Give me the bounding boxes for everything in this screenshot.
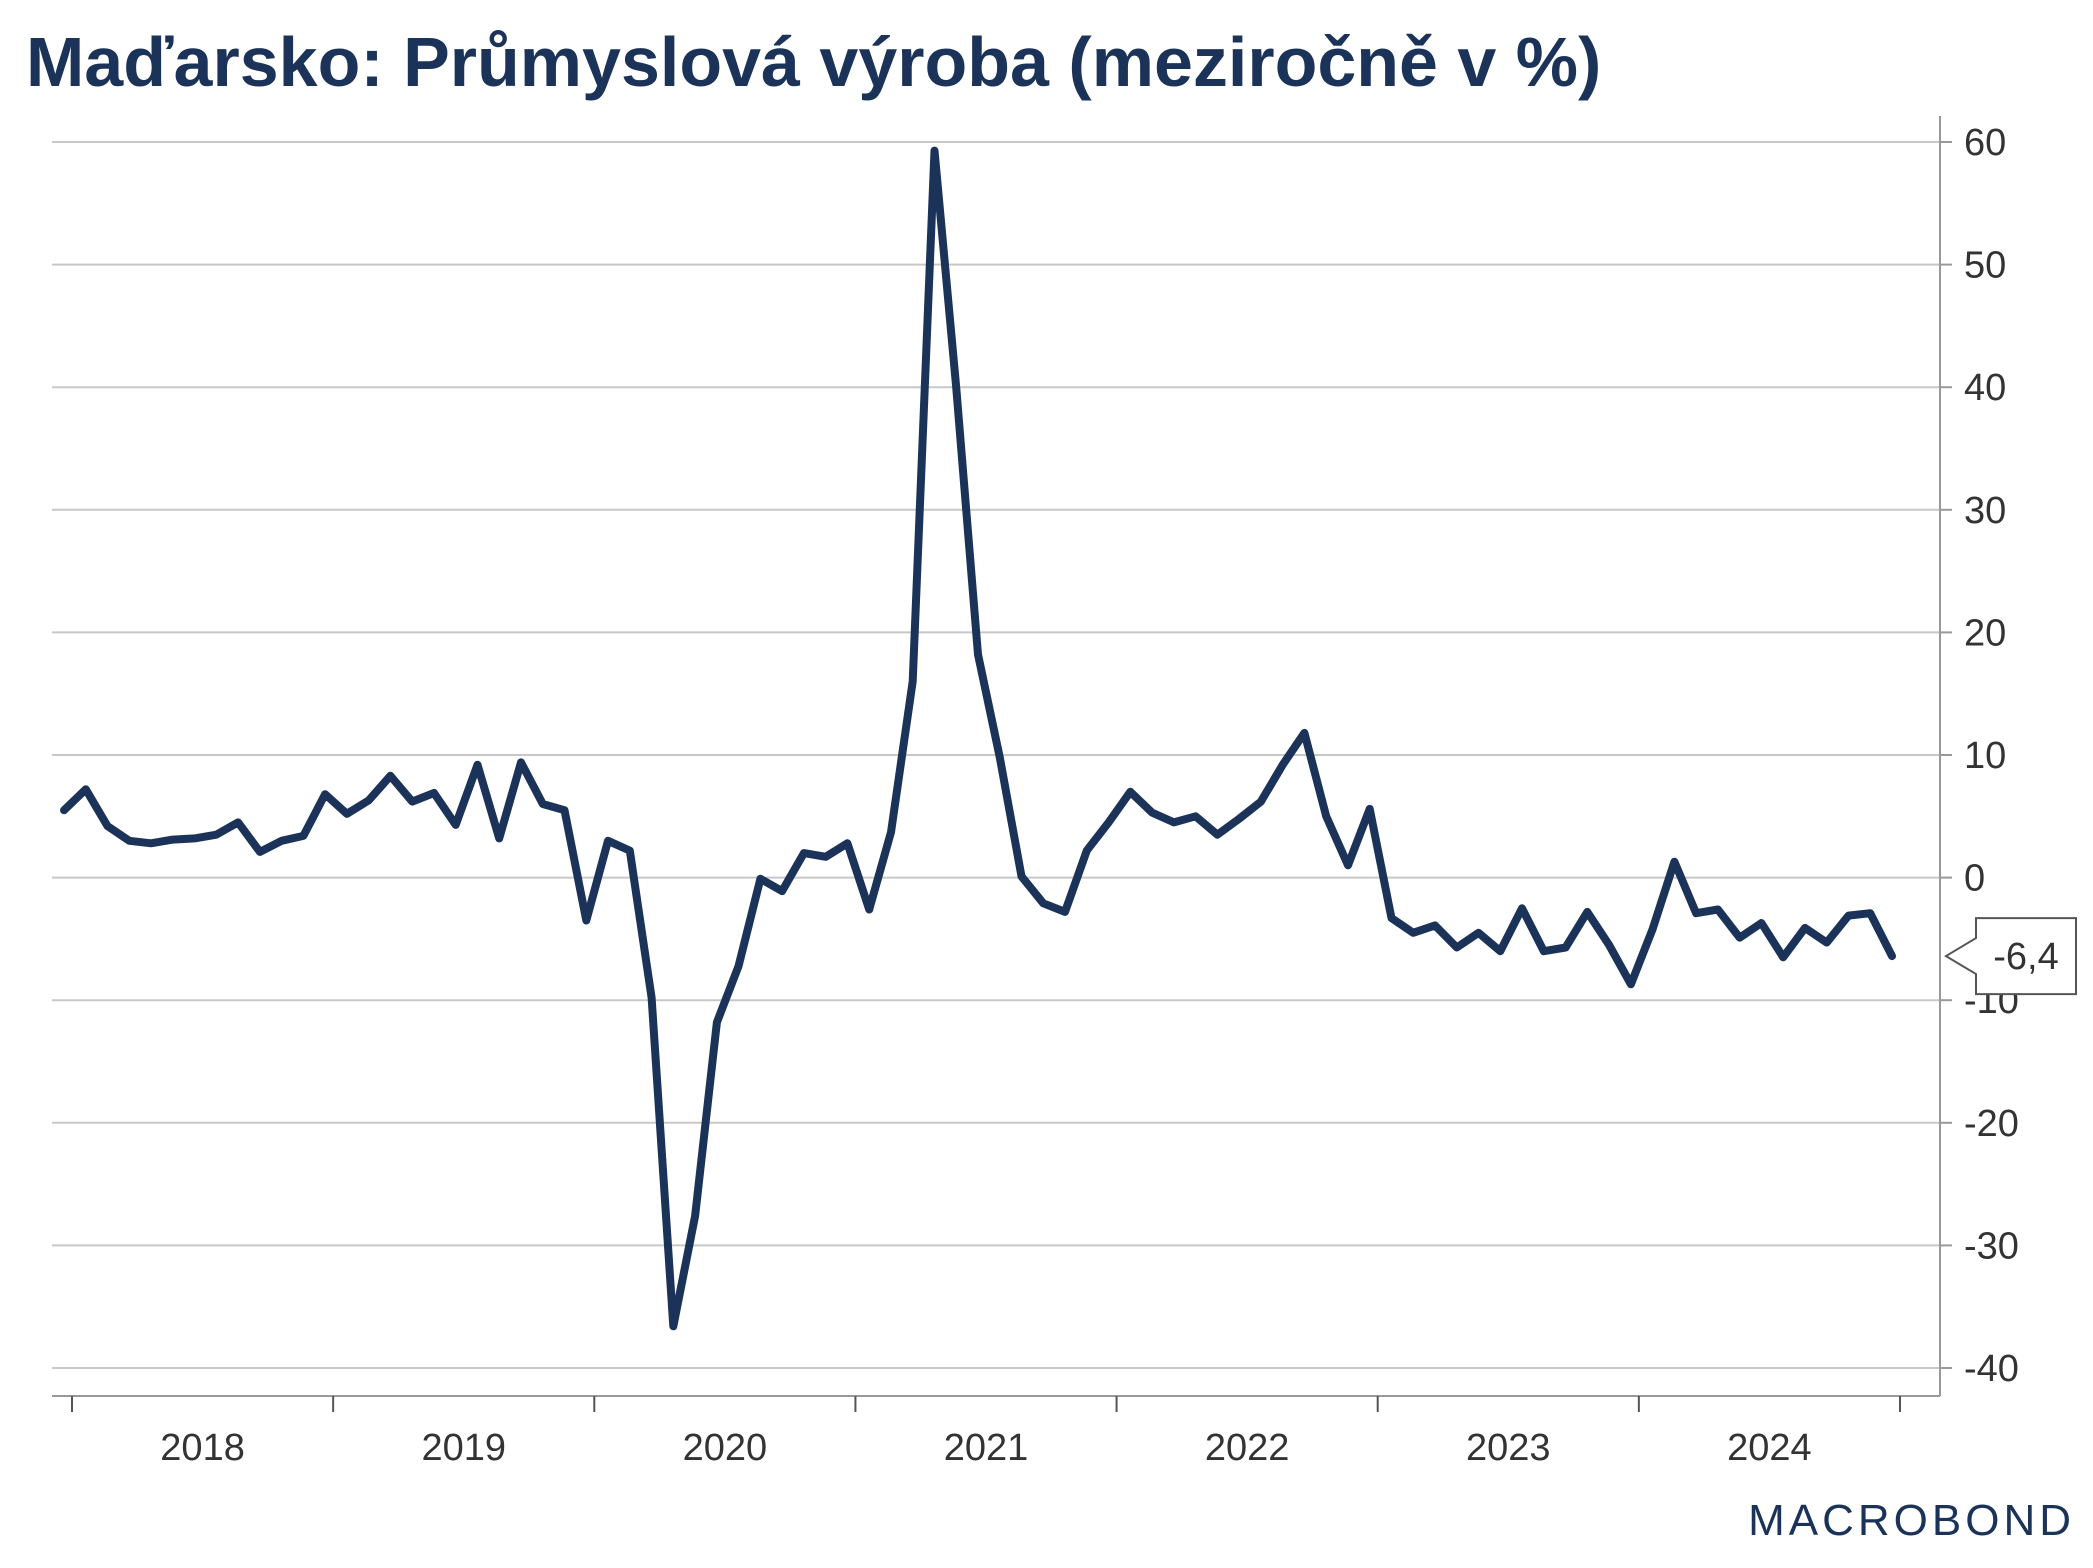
- series-group: [60, 146, 1896, 1331]
- series-line: [60, 146, 1896, 1331]
- last-value-callout: -6,4: [1944, 917, 2077, 996]
- x-tick-label: 2019: [421, 1427, 506, 1469]
- y-tick-label: 60: [1964, 122, 2006, 164]
- x-tick-label: 2022: [1205, 1427, 1290, 1469]
- y-tick-label: 10: [1964, 735, 2006, 777]
- gridlines: [52, 141, 1940, 1369]
- y-tick-label: -40: [1964, 1348, 2019, 1390]
- x-tick-label: 2024: [1727, 1427, 1812, 1469]
- brand-logo: MACROBOND: [1748, 1496, 2075, 1545]
- y-tick-label: 40: [1964, 367, 2006, 409]
- y-tick-label: 0: [1964, 858, 1985, 900]
- y-tick-label: -20: [1964, 1103, 2019, 1145]
- x-tick-label: 2018: [160, 1427, 245, 1469]
- last-value-label: -6,4: [1993, 936, 2058, 978]
- chart-title: Maďarsko: Průmyslová výroba (meziročně v…: [26, 23, 1602, 101]
- x-tick-label: 2023: [1466, 1427, 1551, 1469]
- y-tick-label: -30: [1964, 1225, 2019, 1267]
- y-tick-label: 20: [1964, 612, 2006, 654]
- x-axis: 2018 2019 2020 2021 2022 2023 2024: [52, 1395, 1940, 1469]
- x-tick-label: 2020: [683, 1427, 768, 1469]
- y-tick-label: 50: [1964, 245, 2006, 287]
- x-tick-label: 2021: [944, 1427, 1029, 1469]
- y-tick-label: 30: [1964, 490, 2006, 532]
- last-value-box: [1944, 917, 2077, 996]
